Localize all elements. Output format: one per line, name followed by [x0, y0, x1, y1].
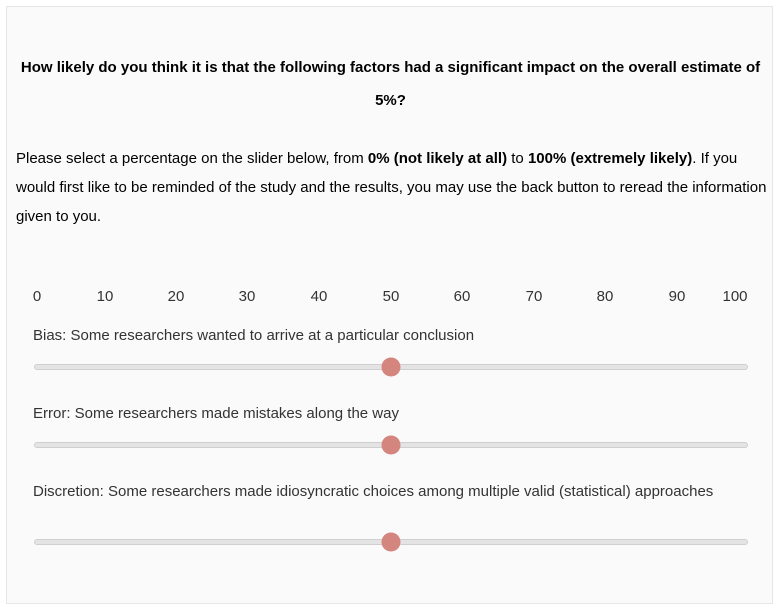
scale-tick-label: 20 [167, 288, 185, 305]
slider-bias-track[interactable] [34, 357, 748, 377]
slider-discretion-track[interactable] [34, 532, 748, 552]
slider-error-track[interactable] [34, 435, 748, 455]
scale-tick-label: 50 [382, 288, 400, 305]
survey-question-panel: How likely do you think it is that the f… [6, 6, 773, 604]
scale-tick-label: 90 [668, 288, 686, 305]
scale-tick-label: 40 [310, 288, 328, 305]
instructions-part-1: Please select a percentage on the slider… [16, 150, 368, 167]
scale-tick-label: 60 [453, 288, 471, 305]
slider-discretion-label: Discretion: Some researchers made idiosy… [33, 483, 714, 500]
instructions-part-2: to [507, 150, 528, 167]
scale-tick-label: 80 [596, 288, 614, 305]
instructions-min-label: 0% (not likely at all) [367, 150, 508, 167]
slider-discretion: Discretion: Some researchers made idiosy… [33, 483, 753, 553]
scale-tick-label: 10 [96, 288, 114, 305]
instructions-part-3: . If you would first like to be reminded… [16, 150, 767, 225]
slider-error: Error: Some researchers made mistakes al… [33, 405, 753, 455]
percentage-scale: 0 10 20 30 40 50 60 70 80 90 100 [33, 288, 753, 308]
slider-bias-label: Bias: Some researchers wanted to arrive … [33, 327, 475, 344]
slider-bias-thumb[interactable] [381, 357, 401, 377]
scale-tick-label: 30 [238, 288, 256, 305]
scale-tick-label: 100 [722, 288, 748, 305]
question-text: How likely do you think it is that the f… [20, 59, 761, 109]
scale-tick-label: 70 [525, 288, 543, 305]
slider-error-thumb[interactable] [381, 435, 401, 455]
instructions-max-label: 100% (extremely likely) [527, 150, 693, 167]
slider-error-label: Error: Some researchers made mistakes al… [33, 405, 399, 422]
instructions-text: Please select a percentage on the slider… [16, 144, 768, 231]
slider-bias: Bias: Some researchers wanted to arrive … [33, 327, 753, 377]
slider-discretion-thumb[interactable] [381, 532, 401, 552]
scale-tick-label: 0 [32, 288, 42, 305]
